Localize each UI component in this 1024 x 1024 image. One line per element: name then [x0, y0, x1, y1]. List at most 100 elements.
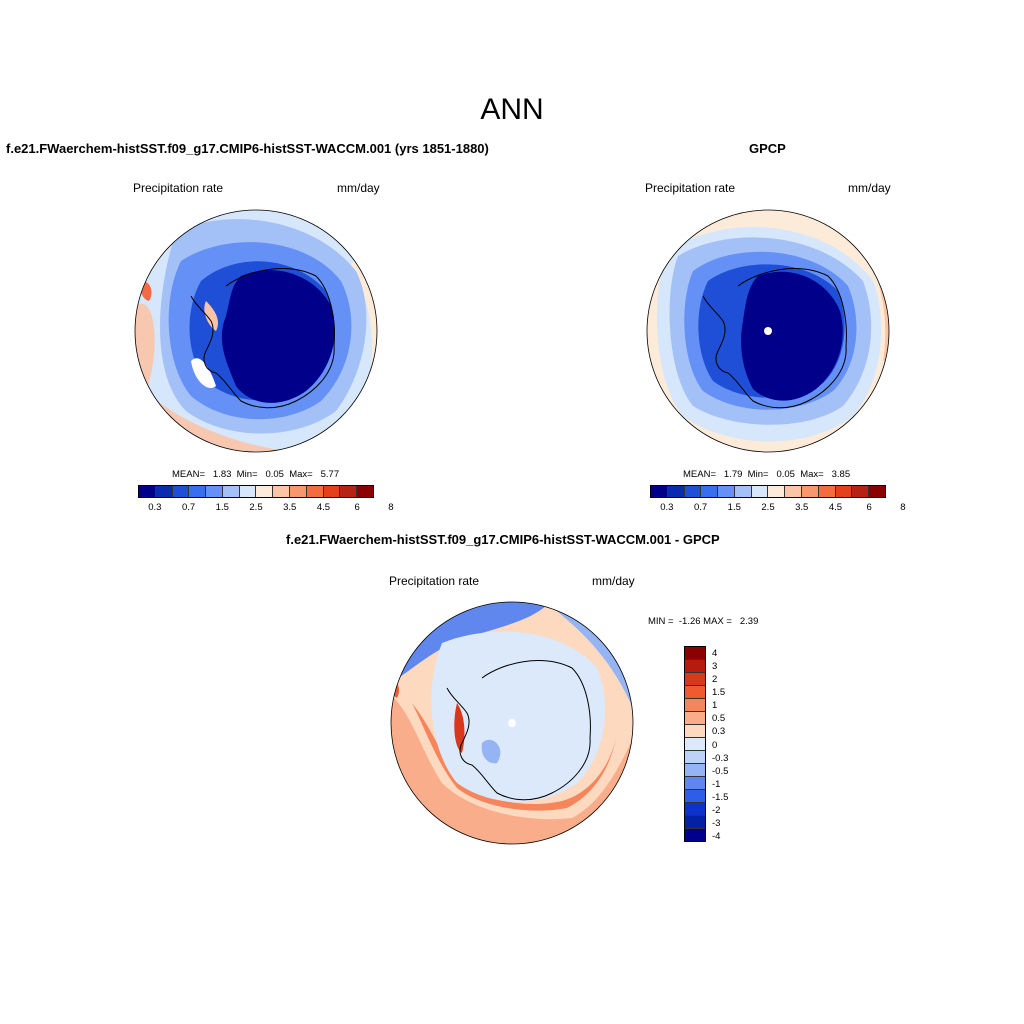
model-field-peninsula-min [191, 358, 216, 389]
diff-colorbar-cell [685, 738, 705, 751]
diff-colorbar-tick-label: 2 [712, 674, 718, 686]
obs-colorbar-cell [667, 486, 685, 497]
diff-field-peninsula-max [454, 703, 465, 753]
model-colorbar-cell [273, 486, 291, 497]
obs-colorbar-cell [818, 486, 836, 497]
diff-colorbar-tick-label: -4 [712, 830, 721, 842]
obs-polar-map [646, 209, 890, 453]
model-colorbar-tick-label: 8 [388, 502, 394, 513]
obs-colorbar-cell [718, 486, 735, 497]
obs-stats: MEAN= 1.79 Min= 0.05 Max= 3.85 [683, 469, 851, 480]
obs-antarctica-coastline [702, 268, 847, 409]
model-colorbar-cell [139, 486, 156, 497]
model-colorbar-cell [239, 486, 257, 497]
model-stats: MEAN= 1.83 Min= 0.05 Max= 5.77 [172, 469, 340, 480]
diff-field-min [481, 739, 501, 764]
diff-colorbar-tick-label: 1.5 [712, 687, 726, 699]
obs-colorbar-cell [802, 486, 819, 497]
diff-colorbar-cell [685, 686, 705, 699]
obs-colorbar-cell [835, 486, 853, 497]
diff-colorbar [684, 646, 706, 842]
model-colorbar-tick-label: 2.5 [249, 502, 263, 513]
diff-colorbar-tick-label: 4 [712, 648, 718, 660]
diff-colorbar-cell [685, 660, 705, 673]
diff-units-label: mm/day [592, 574, 635, 588]
diff-colorbar-cell [685, 751, 705, 764]
diff-field-south-positive [391, 693, 633, 844]
model-panel-title: f.e21.FWaerchem-histSST.f09_g17.CMIP6-hi… [6, 141, 489, 156]
diff-colorbar-tick-label: 1 [712, 700, 718, 712]
obs-colorbar-cell [651, 486, 668, 497]
model-colorbar-cell [256, 486, 274, 497]
obs-pole-hole [764, 327, 772, 335]
obs-colorbar-tick-label: 2.5 [761, 502, 775, 513]
obs-colorbar-cell [734, 486, 752, 497]
model-colorbar-cell [357, 486, 373, 497]
obs-colorbar [650, 485, 886, 498]
model-colorbar-tick-label: 1.5 [215, 502, 229, 513]
model-colorbar-tick-label: 0.7 [181, 502, 196, 513]
diff-field-ice-negative [431, 631, 606, 802]
model-colorbar-cell [323, 486, 341, 497]
diff-colorbar-cell [685, 673, 705, 686]
model-colorbar-cell [172, 486, 190, 497]
obs-colorbar-cell [751, 486, 769, 497]
diff-colorbar-tick-label: -3 [712, 817, 721, 829]
diff-colorbar-tick-label: 0.3 [712, 726, 726, 738]
diff-colorbar-cell [685, 764, 705, 777]
obs-colorbar-cell [701, 486, 719, 497]
model-colorbar [138, 485, 374, 498]
diff-colorbar-tick-label: 3 [712, 661, 718, 673]
diff-polar-map [390, 601, 634, 845]
obs-panel-title: GPCP [749, 141, 786, 156]
obs-colorbar-tick-label: 3.5 [795, 502, 809, 513]
model-field-core [221, 270, 335, 403]
diff-colorbar-tick-label: -2 [712, 804, 721, 816]
diff-colorbar-cell [685, 725, 705, 738]
diff-colorbar-tick-label: -0.5 [712, 765, 729, 777]
page-title: ANN [480, 93, 544, 126]
model-colorbar-tick-label: 0.3 [148, 502, 162, 513]
obs-colorbar-cell [852, 486, 870, 497]
model-colorbar-cell [155, 486, 173, 497]
diff-colorbar-cell [685, 803, 705, 816]
diff-colorbar-cell [685, 712, 705, 725]
diff-stats: MIN = -1.26 MAX = 2.39 [648, 616, 759, 627]
obs-units-label: mm/day [848, 181, 891, 195]
model-colorbar-tick-label: 6 [354, 502, 360, 513]
model-polar-map [134, 209, 378, 453]
model-colorbar-cell [189, 486, 207, 497]
obs-variable-label: Precipitation rate [645, 181, 736, 195]
diff-colorbar-cell [685, 790, 705, 803]
diff-panel-title: f.e21.FWaerchem-histSST.f09_g17.CMIP6-hi… [286, 532, 720, 547]
model-colorbar-cell [222, 486, 240, 497]
diff-colorbar-cell [685, 777, 705, 790]
obs-colorbar-cell [684, 486, 702, 497]
diff-colorbar-tick-label: -1 [712, 778, 721, 790]
model-map-border [134, 209, 378, 453]
obs-colorbar-tick-label: 0.3 [660, 502, 674, 513]
diff-colorbar-tick-label: -0.3 [712, 752, 729, 764]
model-antarctica-coastline [190, 268, 335, 409]
obs-colorbar-cell [869, 486, 885, 497]
model-units-label: mm/day [337, 181, 380, 195]
diff-colorbar-cell [685, 829, 705, 841]
obs-colorbar-tick-label: 4.5 [828, 502, 843, 513]
diff-colorbar-cell [685, 699, 705, 712]
model-variable-label: Precipitation rate [133, 181, 224, 195]
model-colorbar-tick-label: 4.5 [316, 502, 331, 513]
model-field-outer-warm [135, 303, 286, 452]
model-colorbar-cell [340, 486, 358, 497]
model-colorbar-cell [290, 486, 307, 497]
model-colorbar-tick-label: 3.5 [283, 502, 297, 513]
diff-map-border [390, 601, 634, 845]
model-colorbar-cell [306, 486, 324, 497]
obs-colorbar-cell [785, 486, 803, 497]
diff-colorbar-cell [685, 647, 705, 660]
diff-colorbar-cell [685, 816, 705, 829]
model-colorbar-cell [206, 486, 223, 497]
obs-colorbar-tick-label: 1.5 [727, 502, 741, 513]
obs-colorbar-tick-label: 6 [866, 502, 872, 513]
diff-pole-hole [508, 719, 516, 727]
diff-colorbar-tick-label: -1.5 [712, 791, 729, 803]
